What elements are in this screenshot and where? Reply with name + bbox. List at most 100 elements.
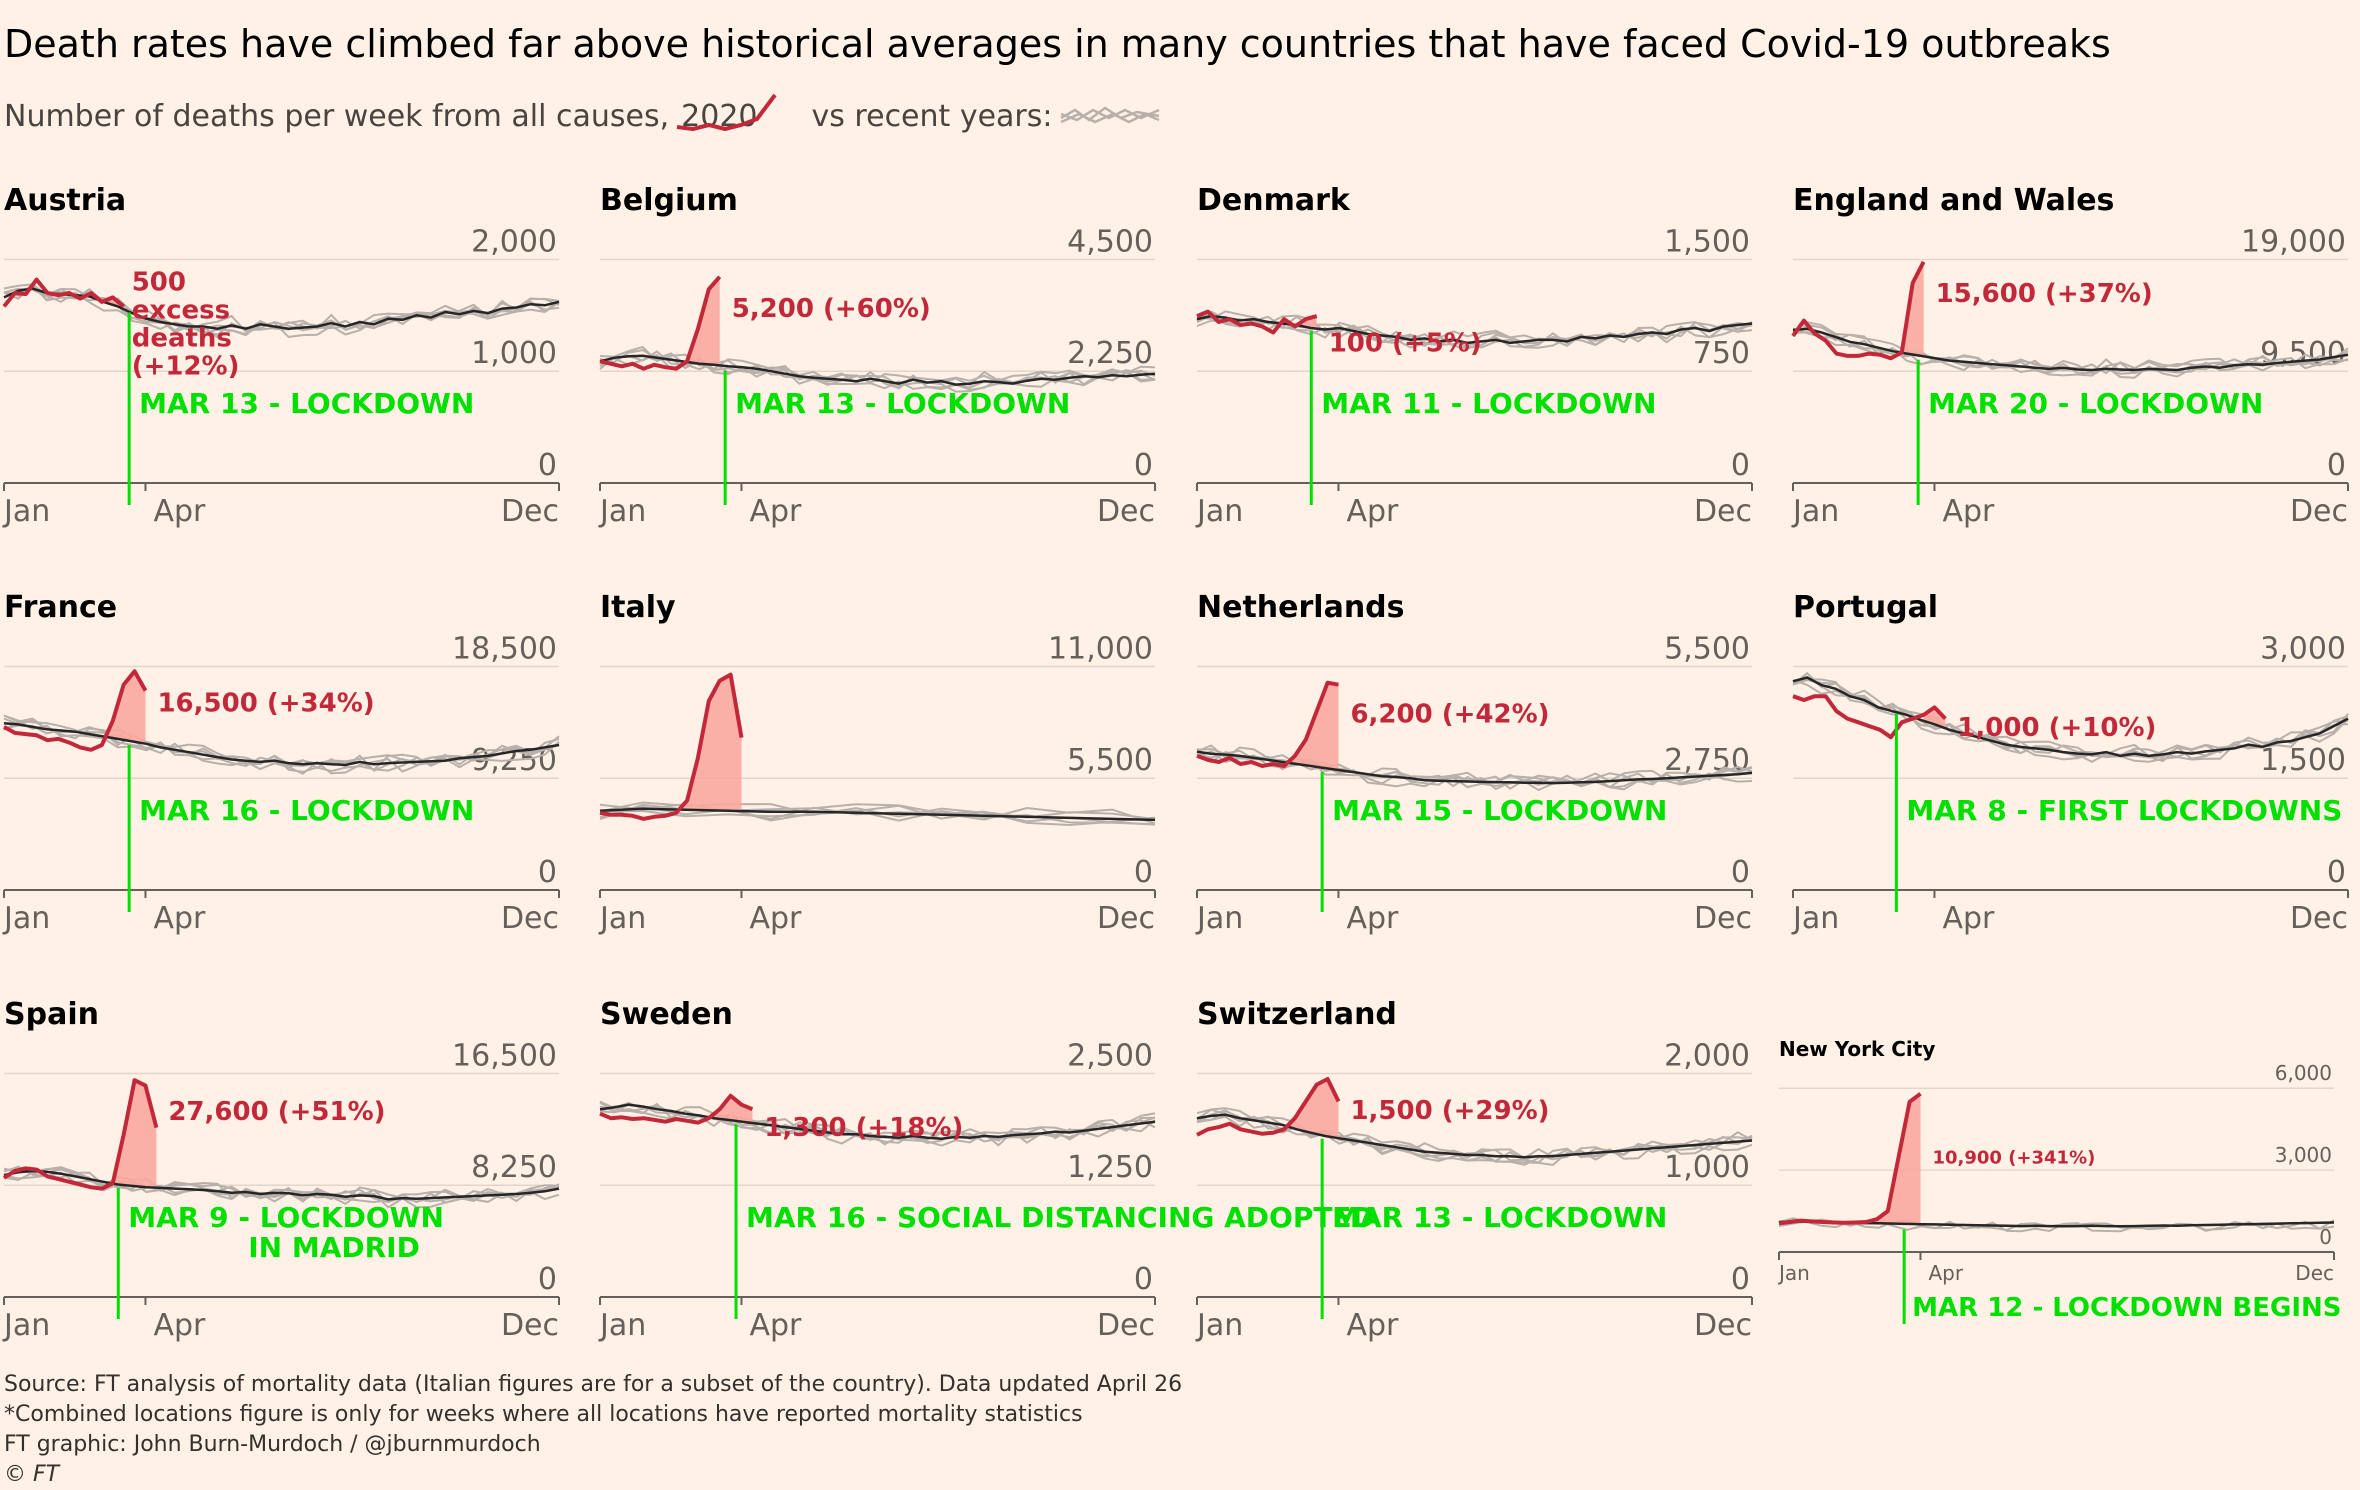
- panel-denmark: Denmark 0 750 1,500 Jan Apr Dec 100 (+5%) MAR 11…: [1195, 183, 1753, 529]
- credit: FT graphic: John Burn-Murdoch / @jburnmu…: [4, 1432, 541, 1457]
- y-tick-label: 4,500: [1067, 224, 1153, 259]
- baseline-average-line: [3, 1169, 560, 1201]
- y-tick-label: 2,250: [1067, 336, 1153, 371]
- y-tick-label: 0: [1731, 448, 1750, 483]
- x-tick-label: Apr: [153, 901, 206, 936]
- x-tick-label: Apr: [1928, 1261, 1963, 1285]
- event-label: IN MADRID: [248, 1231, 420, 1264]
- legend-2020-swatch: [676, 93, 777, 131]
- x-tick-label: Jan: [2, 494, 50, 529]
- y-tick-label: 0: [1134, 855, 1153, 890]
- x-tick-label: Apr: [749, 494, 802, 529]
- panel-title: New York City: [1779, 1037, 1935, 1061]
- series-2020-line: [1791, 260, 1926, 361]
- baseline-average-line: [1792, 327, 2349, 372]
- x-tick-label: Jan: [1791, 901, 1839, 936]
- excess-deaths-area: [112, 1080, 157, 1188]
- event-label: MAR 20 - LOCKDOWN: [1928, 387, 2263, 420]
- y-tick-label: 0: [1134, 1262, 1153, 1297]
- event-label: MAR 16 - SOCIAL DISTANCING ADOPTED: [746, 1201, 1375, 1234]
- y-tick-label: 0: [2327, 855, 2346, 890]
- y-tick-label: 2,500: [1067, 1038, 1153, 1073]
- excess-annotation: excess: [132, 295, 230, 325]
- series-2020-line: [2, 277, 125, 308]
- excess-annotation: (+12%): [132, 351, 240, 381]
- recent-year-line: [1792, 671, 2349, 758]
- x-tick-label: Dec: [501, 1308, 559, 1343]
- excess-annotation: 500: [132, 267, 186, 297]
- event-label: MAR 12 - LOCKDOWN BEGINS: [1912, 1293, 2341, 1323]
- y-tick-label: 5,500: [1664, 631, 1750, 666]
- panel-austria: Austria 0 1,000 2,000 Jan Apr Dec 500excessdeat…: [2, 183, 560, 529]
- panel-title: Netherlands: [1197, 590, 1405, 625]
- legend-2020: 2020: [676, 93, 777, 134]
- subtitle-suffix: vs recent years:: [811, 98, 1053, 134]
- event-label: MAR 11 - LOCKDOWN: [1321, 387, 1656, 420]
- panel-title: England and Wales: [1793, 183, 2114, 218]
- subtitle-prefix: Number of deaths per week from all cause…: [4, 98, 670, 134]
- x-tick-label: Jan: [1195, 494, 1243, 529]
- chart-subtitle: Number of deaths per week from all cause…: [4, 93, 1169, 136]
- x-tick-label: Apr: [749, 1308, 802, 1343]
- excess-deaths-area: [1866, 1093, 1921, 1225]
- y-tick-label: 0: [538, 855, 557, 890]
- excess-deaths-area: [101, 671, 146, 745]
- series-2020-line: [599, 1093, 754, 1125]
- baseline-average-line: [3, 721, 560, 767]
- series-2020-line: [1196, 309, 1318, 335]
- y-tick-label: 3,000: [2275, 1143, 2332, 1167]
- excess-annotation: deaths: [132, 323, 232, 353]
- y-tick-label: 11,000: [1048, 631, 1153, 666]
- baseline-average-line: [1196, 1113, 1753, 1159]
- y-tick-label: 0: [1134, 448, 1153, 483]
- x-tick-label: Jan: [2, 1308, 50, 1343]
- y-tick-label: 1,000: [1664, 1150, 1750, 1185]
- baseline-average-line: [599, 1103, 1156, 1140]
- x-tick-label: Apr: [1346, 1308, 1399, 1343]
- series-2020-line: [1778, 1092, 1922, 1226]
- x-tick-label: Dec: [1097, 1308, 1155, 1343]
- series-2020-line: [599, 275, 722, 371]
- recent-year-line: [599, 1103, 1156, 1142]
- series-2020-line: [3, 669, 148, 752]
- y-tick-label: 0: [1731, 855, 1750, 890]
- y-tick-label: 1,500: [2260, 743, 2346, 778]
- x-tick-label: Dec: [2290, 494, 2348, 529]
- event-label: MAR 13 - LOCKDOWN: [735, 387, 1070, 420]
- panel-switzerland: Switzerland 0 1,000 2,000 Jan Apr Dec 1,500 (+2…: [1195, 997, 1753, 1343]
- event-label: MAR 15 - LOCKDOWN: [1332, 794, 1667, 827]
- recent-year-line: [1196, 310, 1753, 342]
- series-2020-line: [2, 1078, 159, 1191]
- baseline-average-line: [599, 354, 1156, 386]
- x-tick-label: Apr: [1942, 494, 1995, 529]
- excess-deaths-area: [676, 674, 742, 813]
- panel-title: Denmark: [1197, 183, 1351, 218]
- panel-italy: Italy 0 5,500 11,000 Jan Apr Dec: [598, 590, 1156, 936]
- x-tick-label: Dec: [2295, 1261, 2334, 1285]
- panel-title: Austria: [4, 183, 126, 218]
- baseline-average-line: [599, 807, 1156, 822]
- panel-title: France: [4, 590, 117, 625]
- panel-spain: Spain 0 8,250 16,500 Jan Apr Dec 27,600 (+51%) M…: [2, 997, 560, 1343]
- event-label: MAR 13 - LOCKDOWN: [1332, 1201, 1667, 1234]
- combined-note: *Combined locations figure is only for w…: [4, 1402, 1083, 1427]
- x-tick-label: Dec: [2290, 901, 2348, 936]
- x-tick-label: Apr: [1942, 901, 1995, 936]
- x-tick-label: Jan: [1791, 494, 1839, 529]
- x-tick-label: Dec: [501, 494, 559, 529]
- panel-title: Spain: [4, 997, 99, 1032]
- x-tick-label: Jan: [2, 901, 50, 936]
- x-tick-label: Dec: [1694, 901, 1752, 936]
- y-tick-label: 19,000: [2241, 224, 2346, 259]
- x-tick-label: Jan: [598, 901, 646, 936]
- y-tick-label: 1,250: [1067, 1150, 1153, 1185]
- series-2020-line: [1196, 1077, 1341, 1137]
- legend-recent-years-swatch: [1059, 106, 1160, 124]
- excess-annotation: 100 (+5%): [1329, 329, 1482, 359]
- y-tick-label: 0: [2319, 1225, 2332, 1249]
- y-tick-label: 6,000: [2275, 1061, 2332, 1085]
- baseline-average-line: [1792, 676, 2349, 758]
- excess-deaths-area: [1901, 261, 1924, 356]
